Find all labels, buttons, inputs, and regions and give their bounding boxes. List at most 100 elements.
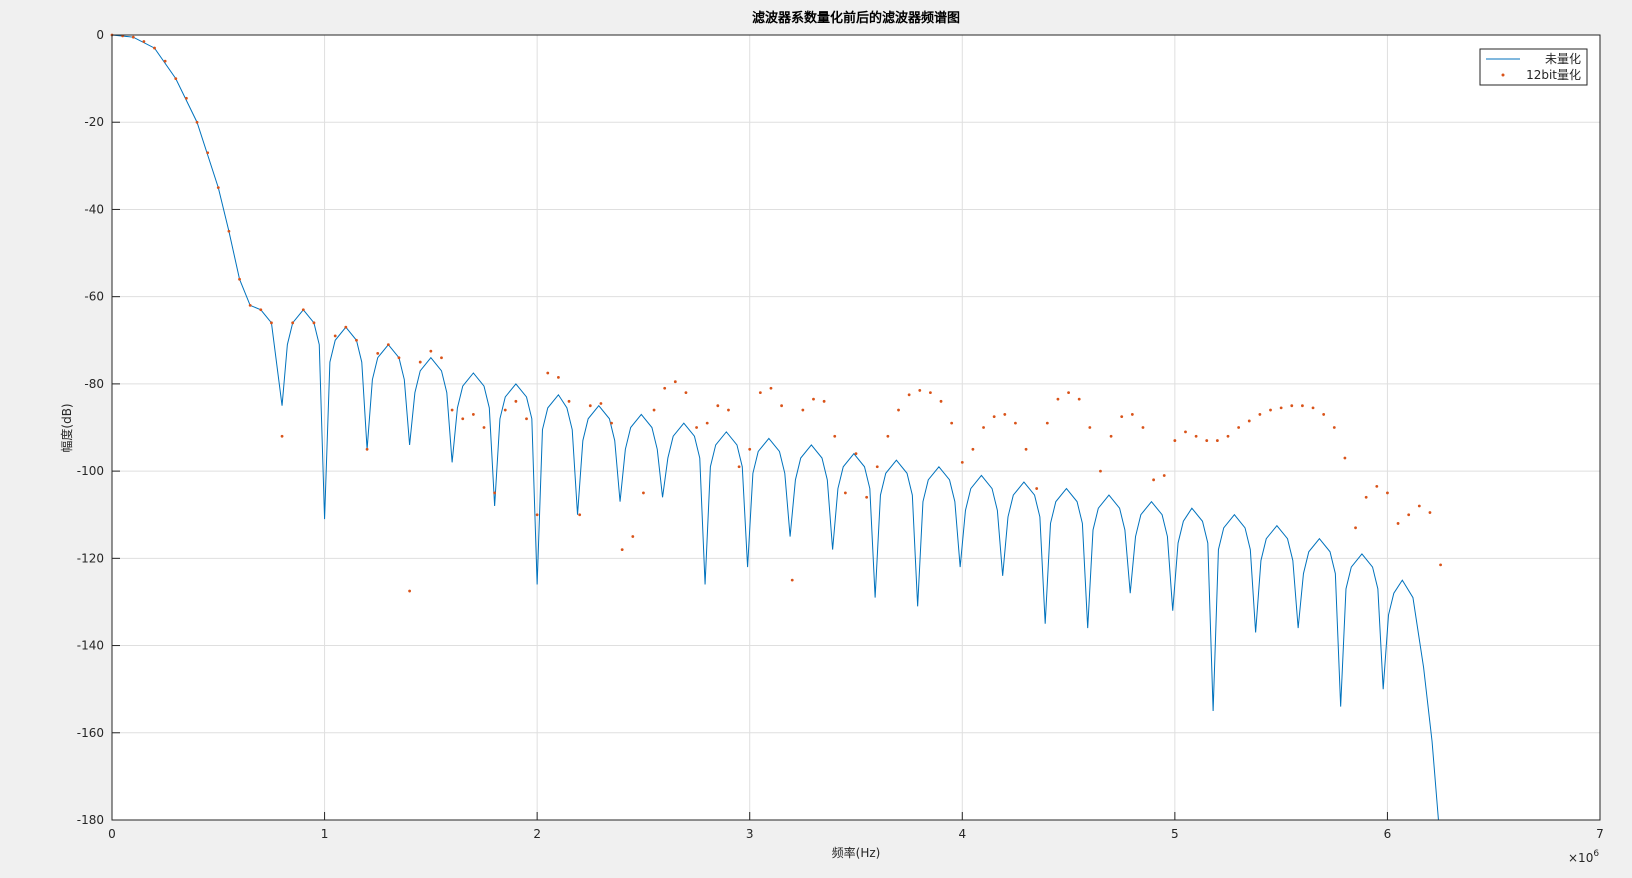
dot [939,399,943,403]
y-tick-label: -160 [77,726,104,740]
dot [652,408,656,412]
dot [386,343,390,347]
dot [280,434,284,438]
dot [482,426,486,429]
dot [833,434,837,438]
dot [450,408,454,412]
dot [195,120,199,124]
dot [907,393,911,397]
dot [1099,469,1102,473]
dot [960,460,964,464]
x-tick-label: 5 [1171,827,1179,841]
x-tick-label: 3 [746,827,754,841]
dot [1428,511,1432,514]
dot [429,349,433,353]
dot [695,426,698,429]
dot [1215,439,1219,442]
dot [1396,522,1400,525]
y-tick-label: -60 [84,290,104,304]
dot [610,421,613,425]
dot [408,589,411,593]
dot [270,321,273,325]
dot [174,77,178,81]
dot [801,408,805,412]
dot [535,513,539,517]
legend-swatch [1501,73,1505,77]
dot [705,421,709,425]
dot [1056,397,1060,401]
dot [1417,504,1421,508]
y-tick-label: -80 [84,377,104,391]
dot [461,417,465,421]
ticks: 0 1 2 3 4 5 6 7 0 -20 -40 -60 -80 -100 -120 -140 -160 -18… [77,28,1604,841]
dot [153,46,156,50]
x-tick-label: 1 [321,827,329,841]
dot [982,426,985,429]
dot [397,356,401,360]
dot [918,389,922,392]
dot [812,397,815,401]
dot [1035,487,1039,490]
dot [684,391,688,395]
dot [344,325,348,329]
dot [578,513,582,517]
dot [185,96,188,100]
dot [865,495,869,499]
legend-label: 未量化 [1545,52,1581,66]
dot [1237,426,1241,429]
dot [1003,413,1007,416]
x-multiplier-exp: 6 [1593,849,1599,859]
dot [992,415,996,418]
dot [1375,484,1379,488]
plot-marks [110,33,1442,821]
x-tick-label: 2 [533,827,541,841]
dot [1077,397,1081,401]
dot [259,308,263,312]
dot [1152,478,1155,482]
legend-box [1479,48,1588,86]
dot [950,421,954,425]
dot [1407,513,1411,517]
dot [418,360,422,364]
dot [514,399,518,403]
dot [1343,456,1347,460]
dot [1332,426,1336,429]
dot [1386,491,1389,495]
dot [206,151,210,155]
y-tick-label: -180 [77,813,104,827]
dot [769,386,773,390]
y-tick-label: -40 [84,202,104,216]
dot [142,40,146,43]
dot [780,404,783,408]
dot [1162,474,1166,477]
legend: 未量化 12bit量化 [1479,48,1588,86]
dot [1045,421,1049,425]
dot [312,321,316,325]
x-tick-label: 6 [1384,827,1392,841]
dot [1184,430,1187,434]
dot [642,491,645,495]
dot [1130,413,1134,416]
dot [216,186,220,190]
dot [748,447,752,451]
y-tick-label: -140 [77,639,104,653]
dot [493,491,497,495]
y-tick-label: 0 [96,28,104,42]
dot [1141,426,1145,429]
dot [886,434,890,438]
dot [1205,439,1209,442]
dot [1279,406,1283,410]
dot [163,59,167,63]
dot [854,452,858,456]
dot [663,386,667,390]
x-tick-label: 7 [1596,827,1604,841]
x-tick-label: 0 [108,827,116,841]
dot [1226,434,1230,438]
dot [1194,434,1198,438]
y-axis-label: 幅度(dB) [59,403,74,452]
dot [333,334,337,338]
dot [716,404,720,408]
dot [1269,408,1272,412]
dot [1173,439,1177,442]
